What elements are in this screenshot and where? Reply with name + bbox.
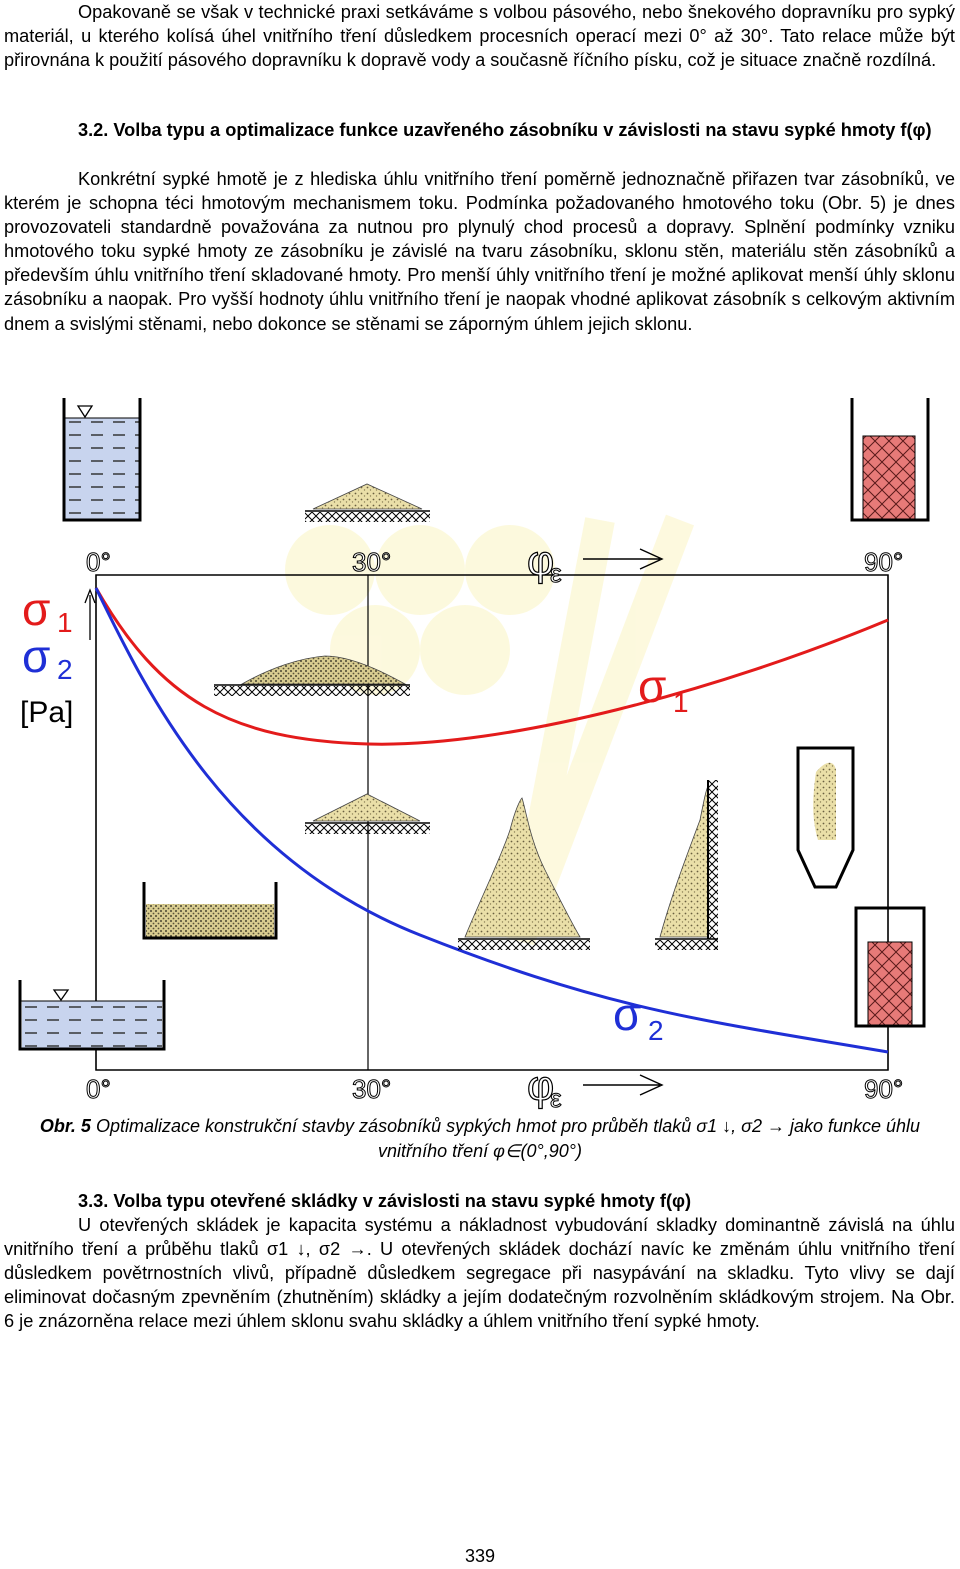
water-tank-top bbox=[62, 398, 142, 522]
section-3-2-heading: 3.2. Volba typu a optimalizace funkce uz… bbox=[78, 120, 932, 140]
sigma1-curve-label: σ bbox=[638, 660, 666, 712]
sand-pile-steep bbox=[458, 797, 590, 950]
watermark-logo bbox=[285, 514, 695, 946]
bottom-phi-subscript: ε bbox=[550, 1083, 562, 1113]
top-phi-symbol: φ bbox=[527, 537, 554, 584]
sand-pile-wall bbox=[655, 780, 718, 950]
top-tick-0: 0° bbox=[86, 547, 111, 577]
y-label-sigma2-sub: 2 bbox=[57, 654, 73, 685]
sand-pile-flat-mid bbox=[214, 655, 410, 696]
bottom-tick-30: 30° bbox=[352, 1074, 391, 1104]
section-3-2-body: Konkrétní sypké hmotě je z hlediska úhlu… bbox=[4, 169, 955, 334]
top-tick-90: 90° bbox=[864, 547, 903, 577]
figure-silo-optimization: 0° 30° 90° φ ε 0° 30° 90° φ ε σ 1 σ 2 [P… bbox=[0, 385, 960, 1115]
silo-with-hopper bbox=[796, 746, 860, 889]
figure-svg: 0° 30° 90° φ ε 0° 30° 90° φ ε σ 1 σ 2 [P… bbox=[18, 398, 930, 1114]
bottom-arrow bbox=[583, 1074, 664, 1096]
caption-label: Obr. 5 bbox=[39, 1116, 91, 1136]
sigma2-curve-label-sub: 2 bbox=[648, 1015, 664, 1046]
y-label-sigma2: σ bbox=[22, 630, 50, 682]
section-3-3-body: U otevřených skládek je kapacita systému… bbox=[4, 1215, 955, 1332]
top-tick-30: 30° bbox=[352, 547, 391, 577]
top-arrow bbox=[583, 548, 664, 570]
sand-container-bottom bbox=[142, 882, 278, 940]
sigma1-curve bbox=[94, 587, 889, 746]
sigma2-curve-label: σ bbox=[613, 988, 641, 1040]
bottom-phi-symbol: φ bbox=[527, 1062, 554, 1109]
page-number: 339 bbox=[464, 1546, 496, 1566]
section-3-3-heading: 3.3. Volba typu otevřené skládky v závis… bbox=[78, 1191, 692, 1211]
bottom-tick-90: 90° bbox=[864, 1074, 903, 1104]
top-phi-subscript: ε bbox=[550, 558, 562, 588]
y-unit-label: [Pa] bbox=[20, 696, 73, 729]
bottom-tick-0: 0° bbox=[86, 1074, 111, 1104]
caption-text: Optimalizace konstrukční stavby zásobník… bbox=[90, 1116, 921, 1161]
sand-pile-top bbox=[305, 483, 430, 522]
figure-caption: Obr. 5 Optimalizace konstrukční stavby z… bbox=[20, 1114, 940, 1164]
sigma2-curve bbox=[94, 587, 889, 1054]
water-tank-bottom bbox=[18, 980, 166, 1051]
y-label-sigma1-sub: 1 bbox=[57, 607, 73, 638]
sigma1-curve-label-sub: 1 bbox=[673, 687, 689, 718]
bulk-silo-top bbox=[850, 398, 930, 522]
y-label-sigma1: σ bbox=[22, 583, 50, 635]
bulk-silo-bottom bbox=[854, 906, 926, 1028]
sand-pile-triangle-mid bbox=[305, 793, 430, 834]
intro-paragraph: Opakovaně se však v technické praxi setk… bbox=[4, 2, 955, 71]
